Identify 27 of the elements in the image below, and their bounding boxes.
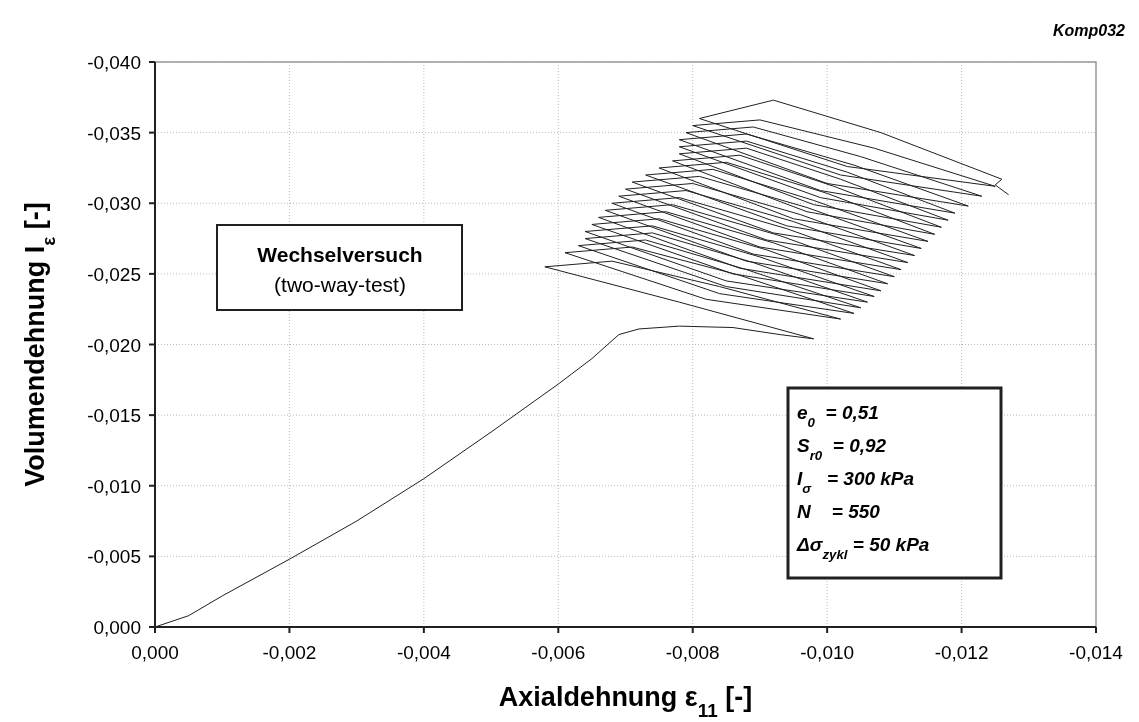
annotation: (two-way-test) — [274, 273, 406, 296]
x-axis-title: Axialdehnung ε$_{11}$ [-] — [498, 682, 753, 721]
y-tick-label: -0,035 — [87, 122, 141, 144]
x-tick-label: -0,002 — [262, 642, 317, 663]
annotation: S$_{r0}$ = 0,92 — [797, 435, 887, 463]
annotation: I$_{σ}$ = 300 kPa — [797, 468, 915, 496]
y-tick-label: 0,000 — [93, 617, 141, 638]
x-tick-label: -0,004 — [396, 642, 452, 663]
y-tick-label: -0,020 — [87, 334, 141, 356]
y-tick-label: -0,005 — [87, 546, 141, 568]
x-tick-label: -0,008 — [665, 642, 720, 663]
annotation: Wechselversuch — [257, 243, 423, 266]
x-tick-label: -0,012 — [934, 642, 989, 663]
text-box: Wechselversuch (two-way-test) — [216, 224, 463, 311]
x-tick-label: 0,000 — [131, 642, 179, 663]
annotation: N = 550 — [797, 501, 881, 522]
annotation: Δσ$_{zykl}$ = 50 kPa — [796, 534, 930, 562]
annotation: e$_{0}$ = 0,51 — [797, 402, 879, 430]
x-tick-label: -0,006 — [531, 642, 586, 663]
x-tick-label: -0,010 — [800, 642, 855, 663]
chart-title: Komp032 — [1052, 22, 1126, 39]
y-tick-label: -0,025 — [87, 263, 141, 285]
y-tick-label: -0,015 — [87, 405, 141, 427]
x-tick-label: -0,014 — [1069, 642, 1124, 663]
y-tick-label: -0,030 — [87, 193, 141, 215]
y-tick-label: -0,040 — [87, 52, 141, 73]
y-tick-label: -0,010 — [87, 475, 141, 497]
